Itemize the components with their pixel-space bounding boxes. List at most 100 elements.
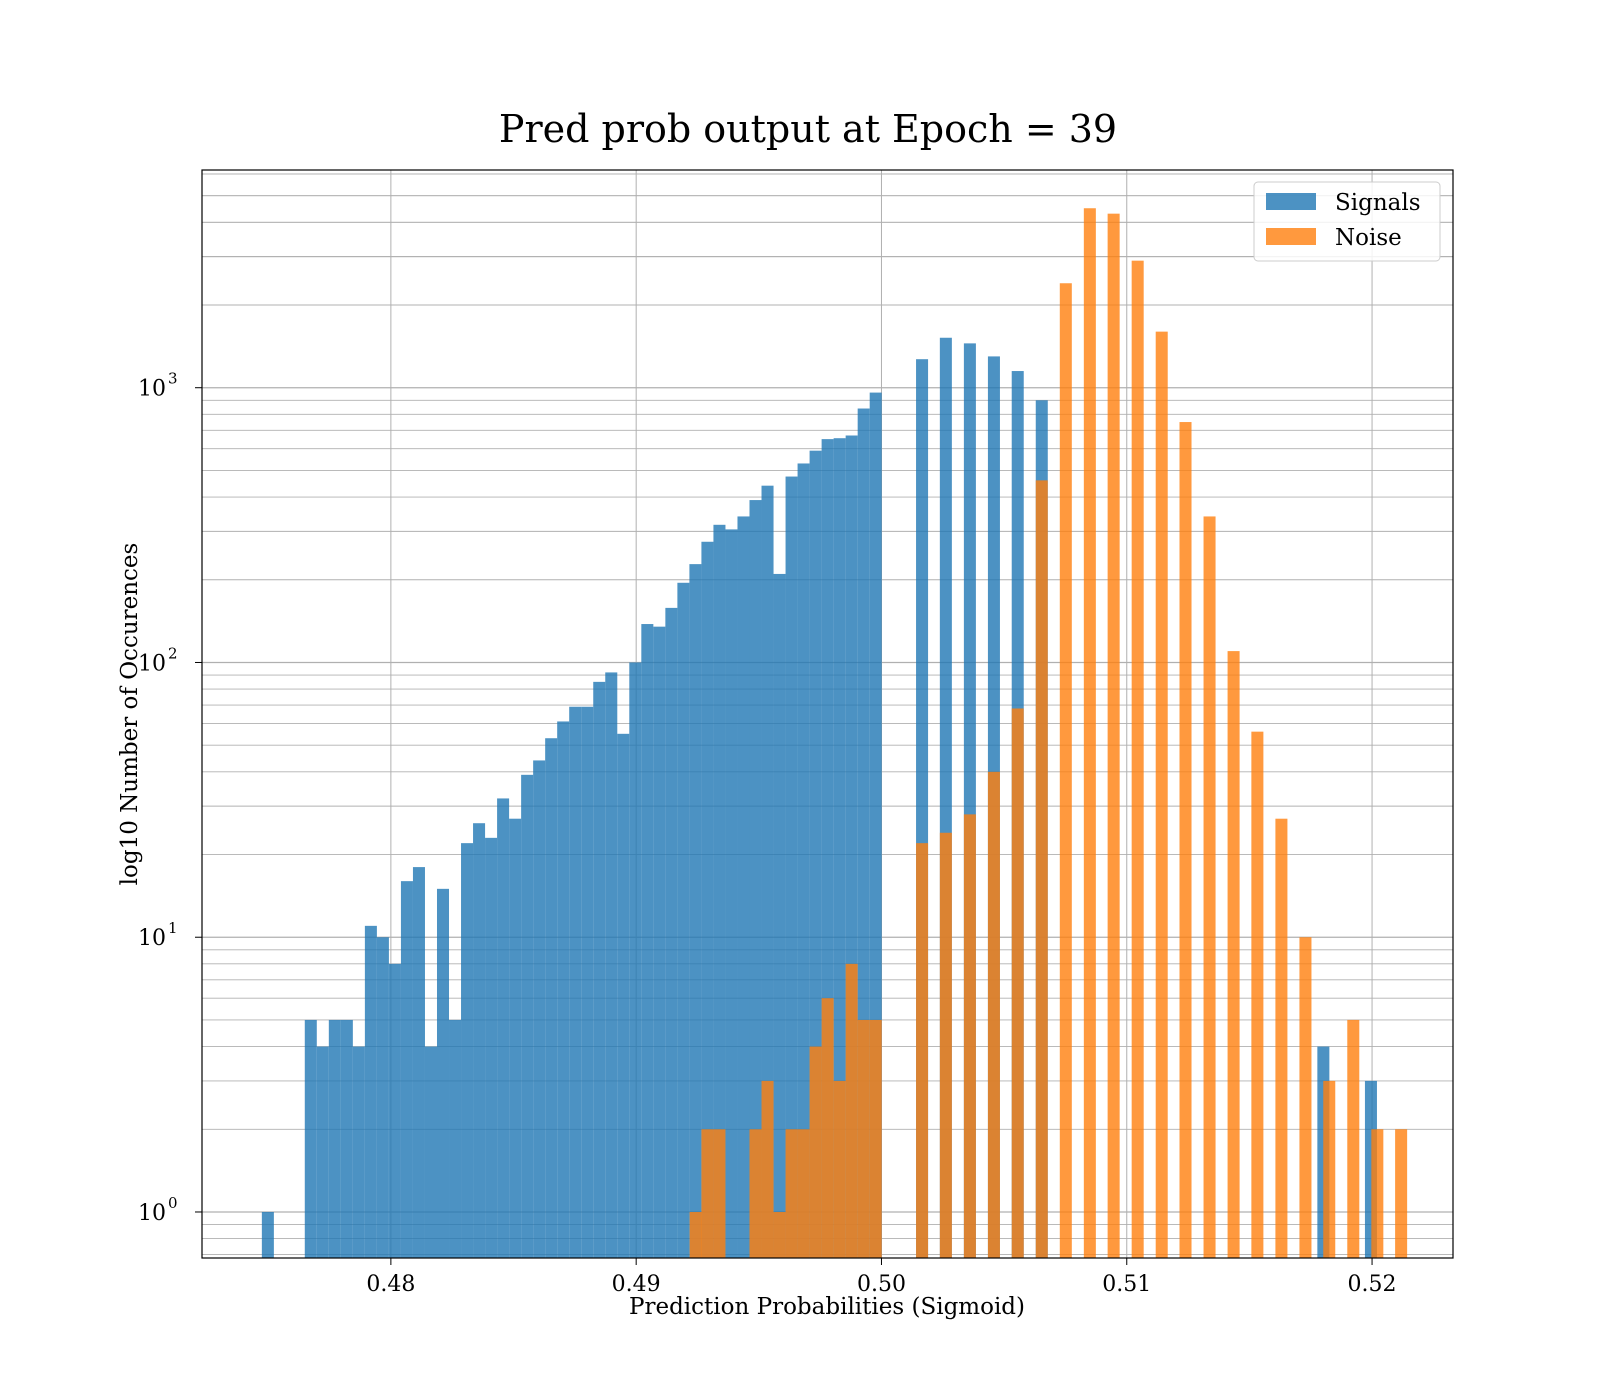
signals-bar bbox=[761, 485, 774, 1258]
signals-bar bbox=[545, 738, 558, 1258]
x-axis-label: Prediction Probabilities (Sigmoid) bbox=[629, 1294, 1025, 1320]
noise-bar bbox=[773, 1211, 786, 1258]
signals-bar bbox=[364, 925, 377, 1258]
signals-bar bbox=[641, 624, 654, 1258]
signals-bar bbox=[376, 937, 389, 1258]
noise-bar bbox=[797, 1129, 810, 1258]
signals-bar bbox=[749, 500, 762, 1258]
signals-bar bbox=[773, 573, 786, 1258]
x-tick-label: 0.52 bbox=[1348, 1272, 1397, 1297]
signals-bar bbox=[677, 582, 690, 1258]
signals-bar bbox=[436, 888, 450, 1258]
noise-bar bbox=[987, 771, 1000, 1258]
noise-bar bbox=[1107, 213, 1120, 1259]
signals-bar bbox=[449, 1019, 462, 1258]
signals-bar bbox=[725, 529, 738, 1258]
noise-bar bbox=[1059, 283, 1072, 1258]
plot-frame bbox=[201, 169, 1454, 1259]
noise-bar bbox=[1131, 260, 1144, 1258]
noise-bar bbox=[785, 1129, 798, 1258]
noise-bar bbox=[833, 1080, 846, 1258]
x-tick-label: 0.51 bbox=[1102, 1272, 1151, 1297]
signals-bar bbox=[665, 607, 678, 1258]
noise-bar bbox=[701, 1129, 714, 1258]
noise-bar bbox=[916, 843, 929, 1258]
signals-bar bbox=[533, 760, 546, 1258]
signals-bar bbox=[473, 823, 486, 1258]
noise-bar bbox=[1083, 208, 1096, 1259]
legend-label-noise: Noise bbox=[1335, 225, 1402, 251]
signals-bar bbox=[461, 843, 474, 1258]
legend-swatch-signals bbox=[1266, 193, 1316, 210]
signals-bar bbox=[581, 706, 594, 1258]
noise-bar bbox=[1179, 422, 1192, 1258]
signals-bar bbox=[569, 706, 582, 1258]
signals-bar bbox=[785, 476, 798, 1258]
noise-bar bbox=[1275, 818, 1288, 1258]
signals-bar bbox=[653, 626, 666, 1258]
noise-bar bbox=[1227, 651, 1240, 1258]
x-axis-ticks: 0.48 0.49 0.50 0.51 0.52 bbox=[366, 1258, 1397, 1297]
signals-bar bbox=[689, 564, 702, 1258]
noise-bar bbox=[761, 1080, 774, 1258]
signals-bar bbox=[605, 672, 618, 1258]
signals-bar bbox=[485, 837, 498, 1258]
signals-bar bbox=[304, 1019, 317, 1258]
y-tick-label: 10 bbox=[138, 926, 166, 951]
noise-bars bbox=[689, 208, 1408, 1259]
signals-bar bbox=[737, 516, 750, 1258]
noise-bar bbox=[713, 1129, 726, 1258]
noise-bar bbox=[1323, 1080, 1336, 1258]
y-tick-label: 10 bbox=[138, 377, 166, 402]
noise-bar bbox=[1395, 1129, 1408, 1258]
signals-bar bbox=[412, 867, 425, 1258]
noise-bar bbox=[857, 1019, 870, 1258]
signals-bar bbox=[521, 774, 534, 1258]
noise-bar bbox=[821, 998, 834, 1258]
signals-bar bbox=[593, 681, 606, 1258]
x-tick-label: 0.49 bbox=[612, 1272, 661, 1297]
signals-bar bbox=[557, 721, 570, 1258]
signals-bar bbox=[701, 541, 714, 1258]
noise-bar bbox=[749, 1129, 762, 1258]
signals-bar bbox=[261, 1211, 274, 1258]
noise-bar bbox=[1035, 480, 1048, 1258]
noise-bar bbox=[1203, 516, 1216, 1258]
y-tick-exponent: 1 bbox=[168, 919, 178, 937]
legend: Signals Noise bbox=[1253, 181, 1441, 262]
noise-bar bbox=[869, 1019, 882, 1258]
legend-label-signals: Signals bbox=[1335, 190, 1421, 216]
signals-bar bbox=[797, 463, 810, 1258]
noise-bar bbox=[1347, 1019, 1360, 1258]
legend-swatch-noise bbox=[1266, 228, 1316, 245]
signals-bar bbox=[316, 1046, 329, 1258]
y-tick-exponent: 3 bbox=[168, 370, 178, 388]
y-axis-label: log10 Number of Occurences bbox=[117, 543, 143, 886]
y-tick-exponent: 0 bbox=[168, 1194, 178, 1212]
signals-bar bbox=[497, 798, 510, 1258]
signals-bar bbox=[424, 1046, 437, 1258]
signals-bar bbox=[509, 818, 522, 1258]
noise-bar bbox=[1011, 708, 1024, 1258]
noise-bar bbox=[689, 1211, 702, 1258]
x-tick-label: 0.48 bbox=[366, 1272, 415, 1297]
y-tick-label: 10 bbox=[138, 1201, 166, 1226]
x-tick-label: 0.50 bbox=[857, 1272, 906, 1297]
signals-bar bbox=[340, 1019, 353, 1258]
signals-bar bbox=[352, 1046, 365, 1258]
noise-bar bbox=[963, 814, 976, 1258]
noise-bar bbox=[1371, 1129, 1384, 1258]
signals-bar bbox=[400, 881, 413, 1258]
noise-bar bbox=[1155, 331, 1168, 1258]
signals-bar bbox=[629, 662, 642, 1258]
signals-bar bbox=[833, 438, 846, 1259]
signals-bar bbox=[617, 733, 630, 1258]
noise-bar bbox=[1299, 937, 1312, 1258]
noise-bar bbox=[845, 963, 858, 1258]
noise-bar bbox=[1251, 731, 1264, 1258]
signals-bar bbox=[713, 524, 726, 1258]
chart-title: Pred prob output at Epoch = 39 bbox=[499, 107, 1117, 151]
noise-bar bbox=[939, 832, 952, 1258]
